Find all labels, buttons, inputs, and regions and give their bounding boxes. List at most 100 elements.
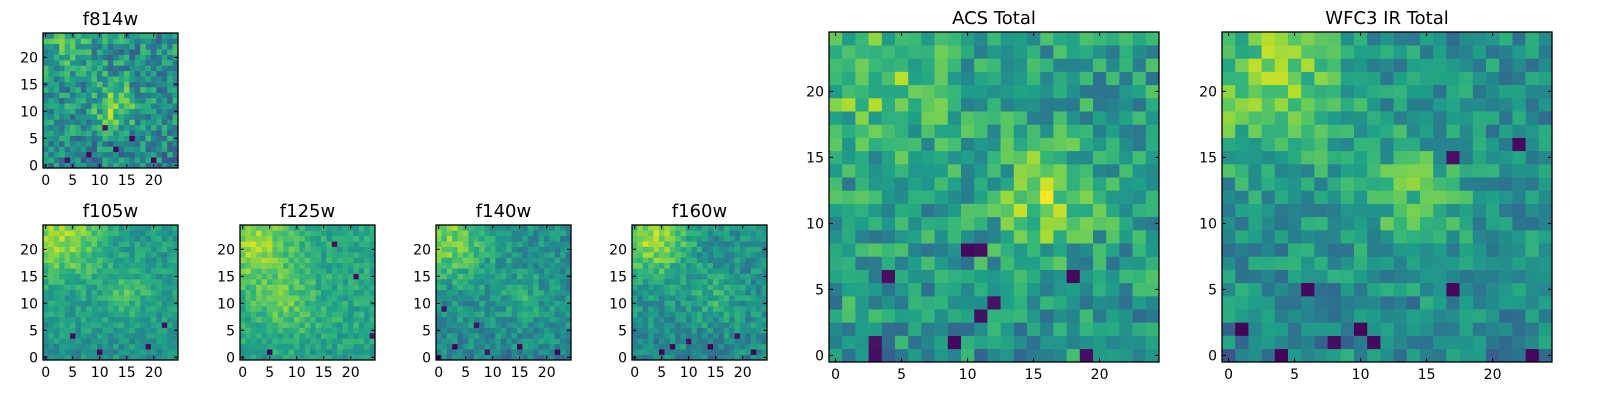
heatmap-cell <box>500 295 507 301</box>
heatmap-cell <box>1119 150 1133 165</box>
heatmap-cell <box>129 119 136 126</box>
heatmap-cell <box>718 252 725 258</box>
heatmap-cell <box>59 124 65 131</box>
heatmap-cell <box>1013 190 1028 204</box>
heatmap-cell <box>86 257 92 264</box>
heatmap-cell <box>1261 269 1276 284</box>
heatmap-cell <box>145 273 152 280</box>
heatmap-cell <box>102 273 109 280</box>
heatmap-cell <box>1132 282 1147 297</box>
heatmap-cell <box>277 262 284 269</box>
heatmap-cell <box>118 97 125 104</box>
heatmap-cell <box>1079 98 1094 112</box>
heatmap-cell <box>1354 137 1368 152</box>
heatmap-cell <box>107 157 114 163</box>
heatmap-cell <box>1499 45 1513 59</box>
heatmap-cell <box>934 348 949 363</box>
heatmap-cell <box>1027 296 1041 310</box>
heatmap-cell <box>299 343 306 350</box>
heatmap-cell <box>245 333 252 339</box>
heatmap-cell <box>161 38 168 45</box>
heatmap-cell <box>533 333 539 339</box>
heatmap-cell <box>686 230 692 237</box>
heatmap-cell <box>53 38 60 45</box>
heatmap-cell <box>167 241 173 247</box>
heatmap-cell <box>1145 111 1160 125</box>
heatmap-cell <box>75 295 82 301</box>
heatmap-cell <box>473 252 480 258</box>
heatmap-cell <box>895 256 909 270</box>
heatmap-cell <box>167 87 173 93</box>
heatmap-cell <box>1472 137 1487 152</box>
heatmap-cell <box>452 349 458 355</box>
heatmap-cell <box>544 230 550 237</box>
heatmap-cell <box>107 343 114 350</box>
heatmap-cell <box>43 284 49 291</box>
heatmap-cell <box>463 311 469 318</box>
heatmap-cell <box>288 235 295 242</box>
heatmap-cell <box>1248 84 1262 99</box>
heatmap-cell <box>43 306 49 312</box>
heatmap-cell <box>167 252 173 258</box>
heatmap-cell <box>167 97 173 104</box>
heatmap-cell <box>64 349 71 355</box>
heatmap-cell <box>353 300 360 307</box>
heatmap-cell <box>134 49 141 55</box>
heatmap-cell <box>97 235 103 242</box>
heatmap-cell <box>91 157 98 163</box>
heatmap-cell <box>129 103 136 109</box>
heatmap-cell <box>680 300 687 307</box>
heatmap-cell <box>527 235 534 242</box>
heatmap-cell <box>479 295 485 301</box>
heatmap-cell <box>664 268 671 274</box>
heatmap-cell <box>70 311 76 318</box>
heatmap-cell <box>283 327 289 334</box>
heatmap-cell <box>129 92 136 99</box>
heatmap-cell <box>91 103 98 109</box>
heatmap-cell <box>75 54 82 61</box>
heatmap-cell <box>80 246 87 253</box>
heatmap-cell <box>145 114 152 120</box>
heatmap-cell <box>1538 45 1553 59</box>
heatmap-cell <box>1301 243 1315 257</box>
heatmap-cell <box>974 309 988 323</box>
heatmap-cell <box>868 190 883 204</box>
heatmap-cell <box>124 108 130 115</box>
heatmap-cell <box>473 273 480 280</box>
heatmap-cell <box>1367 282 1381 297</box>
heatmap-cell <box>702 257 708 264</box>
heatmap-cell <box>1433 58 1447 72</box>
heatmap-cell <box>457 257 464 264</box>
heatmap-cell <box>696 268 703 274</box>
heatmap-cell <box>267 279 273 285</box>
heatmap-cell <box>59 343 65 350</box>
heatmap-cell <box>369 225 376 231</box>
heatmap-cell <box>294 322 300 328</box>
heatmap-cell <box>151 151 157 158</box>
heatmap-cell <box>1459 124 1474 138</box>
heatmap-cell <box>321 327 327 334</box>
heatmap-cell <box>756 316 762 323</box>
heatmap-cell <box>554 289 561 296</box>
heatmap-cell <box>669 284 676 291</box>
heatmap-cell <box>172 241 179 247</box>
heatmap-cell <box>272 235 279 242</box>
heatmap-cell <box>97 157 103 163</box>
heatmap-cell <box>250 295 257 301</box>
heatmap-cell <box>653 241 660 247</box>
heatmap-cell <box>740 333 746 339</box>
heatmap-cell <box>245 235 252 242</box>
heatmap-cell <box>261 284 268 291</box>
heatmap-cell <box>565 262 572 269</box>
heatmap-cell <box>1222 203 1236 218</box>
heatmap-cell <box>240 241 246 247</box>
heatmap-cell <box>107 70 114 77</box>
heatmap-cell <box>664 333 671 339</box>
heatmap-cell <box>80 225 87 231</box>
heatmap-cell <box>680 268 687 274</box>
heatmap-cell <box>86 81 92 88</box>
heatmap-cell <box>134 119 141 126</box>
heatmap-cell <box>167 54 173 61</box>
heatmap-cell <box>124 70 130 77</box>
heatmap-cell <box>490 284 496 291</box>
